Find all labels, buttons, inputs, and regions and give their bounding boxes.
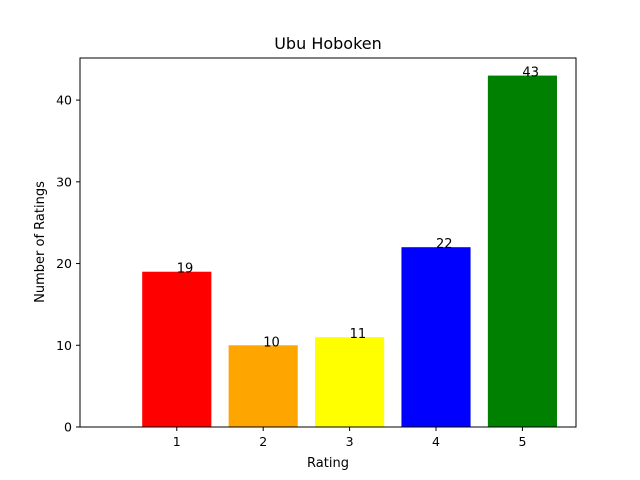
bar-rating-2 [228,345,298,427]
chart-title: Ubu Hoboken [274,34,382,53]
y-tick-label: 30 [56,174,72,189]
bar-rating-4 [401,247,471,427]
y-tick-label: 10 [56,338,72,353]
x-tick-label: 4 [432,434,440,449]
data-label: 43 [522,66,539,81]
x-tick-label: 3 [346,434,354,449]
bar-rating-3 [315,337,385,427]
bar-rating-5 [487,75,557,428]
x-ticks-group: 1 2 3 4 5 [173,427,526,449]
bar-rating-1 [142,271,212,427]
y-ticks-group: 0 10 20 30 40 [56,93,80,435]
data-label: 10 [263,335,280,350]
y-tick-label: 20 [56,256,72,271]
y-tick-label: 40 [56,93,72,108]
data-label: 22 [436,237,453,252]
y-tick-label: 0 [64,420,72,435]
data-labels-group: 19 10 11 22 43 [177,66,539,351]
x-tick-label: 2 [259,434,267,449]
x-axis-label: Rating [307,456,349,471]
plot-frame [79,57,577,428]
bars-group [142,75,557,428]
data-label: 11 [350,327,367,342]
data-label: 19 [177,262,194,277]
x-tick-label: 5 [518,434,526,449]
y-axis-label: Number of Ratings [33,181,48,303]
x-tick-label: 1 [173,434,181,449]
